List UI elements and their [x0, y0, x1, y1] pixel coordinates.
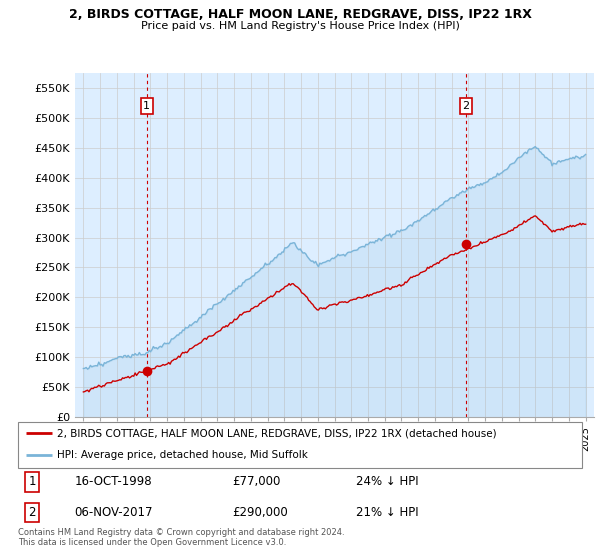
Text: 1: 1 — [28, 475, 36, 488]
Text: 21% ↓ HPI: 21% ↓ HPI — [356, 506, 419, 519]
Text: Price paid vs. HM Land Registry's House Price Index (HPI): Price paid vs. HM Land Registry's House … — [140, 21, 460, 31]
Text: Contains HM Land Registry data © Crown copyright and database right 2024.
This d: Contains HM Land Registry data © Crown c… — [18, 528, 344, 547]
Text: HPI: Average price, detached house, Mid Suffolk: HPI: Average price, detached house, Mid … — [58, 450, 308, 460]
Text: 24% ↓ HPI: 24% ↓ HPI — [356, 475, 419, 488]
Text: £290,000: £290,000 — [232, 506, 288, 519]
Text: 2: 2 — [28, 506, 36, 519]
Text: £77,000: £77,000 — [232, 475, 281, 488]
Text: 06-NOV-2017: 06-NOV-2017 — [74, 506, 153, 519]
Text: 2, BIRDS COTTAGE, HALF MOON LANE, REDGRAVE, DISS, IP22 1RX: 2, BIRDS COTTAGE, HALF MOON LANE, REDGRA… — [68, 8, 532, 21]
Text: 2: 2 — [463, 101, 469, 111]
Text: 2, BIRDS COTTAGE, HALF MOON LANE, REDGRAVE, DISS, IP22 1RX (detached house): 2, BIRDS COTTAGE, HALF MOON LANE, REDGRA… — [58, 428, 497, 438]
Text: 1: 1 — [143, 101, 151, 111]
Text: 16-OCT-1998: 16-OCT-1998 — [74, 475, 152, 488]
FancyBboxPatch shape — [18, 422, 582, 468]
